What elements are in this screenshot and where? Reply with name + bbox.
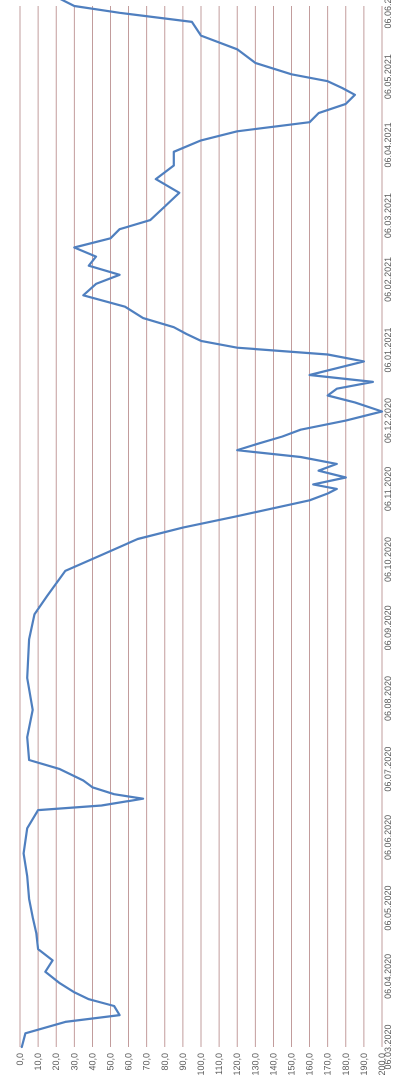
x-tick-label: 06.12.2020 <box>383 398 393 443</box>
y-tick-label: 70,0 <box>142 1053 152 1071</box>
x-tick-label: 06.09.2020 <box>383 605 393 650</box>
y-tick-label: 130,0 <box>250 1053 260 1076</box>
y-tick-label: 40,0 <box>87 1053 97 1071</box>
series-layer <box>20 0 384 1049</box>
x-tick-label: 06.05.2021 <box>383 54 393 99</box>
y-tick-label: 80,0 <box>160 1053 170 1071</box>
y-tick-label: 160,0 <box>305 1053 315 1076</box>
y-tick-label: 60,0 <box>124 1053 134 1071</box>
x-tick-label: 06.03.2020 <box>383 1024 393 1069</box>
y-tick-label: 180,0 <box>341 1053 351 1076</box>
x-tick-label: 06.04.2020 <box>383 954 393 999</box>
y-tick-label: 0,0 <box>15 1053 25 1066</box>
y-tick-label: 30,0 <box>69 1053 79 1071</box>
y-tick-label: 20,0 <box>51 1053 61 1071</box>
y-tick-label: 90,0 <box>178 1053 188 1071</box>
y-tick-label: 110,0 <box>214 1053 224 1075</box>
y-tick-label: 170,0 <box>323 1053 333 1076</box>
x-tick-label: 06.08.2020 <box>383 676 393 721</box>
x-tick-label: 06.06.2021 <box>383 0 393 29</box>
x-tick-label: 06.05.2020 <box>383 886 393 931</box>
x-tick-label: 06.02.2021 <box>383 257 393 302</box>
x-tick-label: 06.06.2020 <box>383 815 393 860</box>
x-tick-label: 06.04.2021 <box>383 122 393 167</box>
gridlines <box>19 6 383 1047</box>
x-tick-label: 06.03.2021 <box>383 193 393 238</box>
y-tick-label: 100,0 <box>196 1053 206 1076</box>
y-tick-label: 190,0 <box>359 1053 369 1076</box>
y-axis-tick-labels: 0,0 10,0 20,0 30,0 40,0 50,0 60,0 70,0 80,0 90,0 1… <box>15 1053 387 1076</box>
x-tick-label: 06.01.2021 <box>383 327 393 372</box>
x-tick-label: 06.10.2020 <box>383 537 393 582</box>
x-axis-tick-labels: 06.03.2020 06.04.2020 06.05.2020 06.06.2020… <box>383 0 393 1070</box>
y-tick-label: 140,0 <box>268 1053 278 1076</box>
y-tick-label: 200,0 <box>377 1053 387 1076</box>
y-tick-label: 50,0 <box>106 1053 116 1071</box>
y-tick-label: 120,0 <box>232 1053 242 1076</box>
x-tick-label: 06.07.2020 <box>383 747 393 792</box>
y-tick-label: 150,0 <box>287 1053 297 1076</box>
x-tick-label: 06.11.2020 <box>383 467 393 511</box>
series-line <box>20 0 384 1049</box>
y-tick-label: 10,0 <box>33 1053 43 1071</box>
